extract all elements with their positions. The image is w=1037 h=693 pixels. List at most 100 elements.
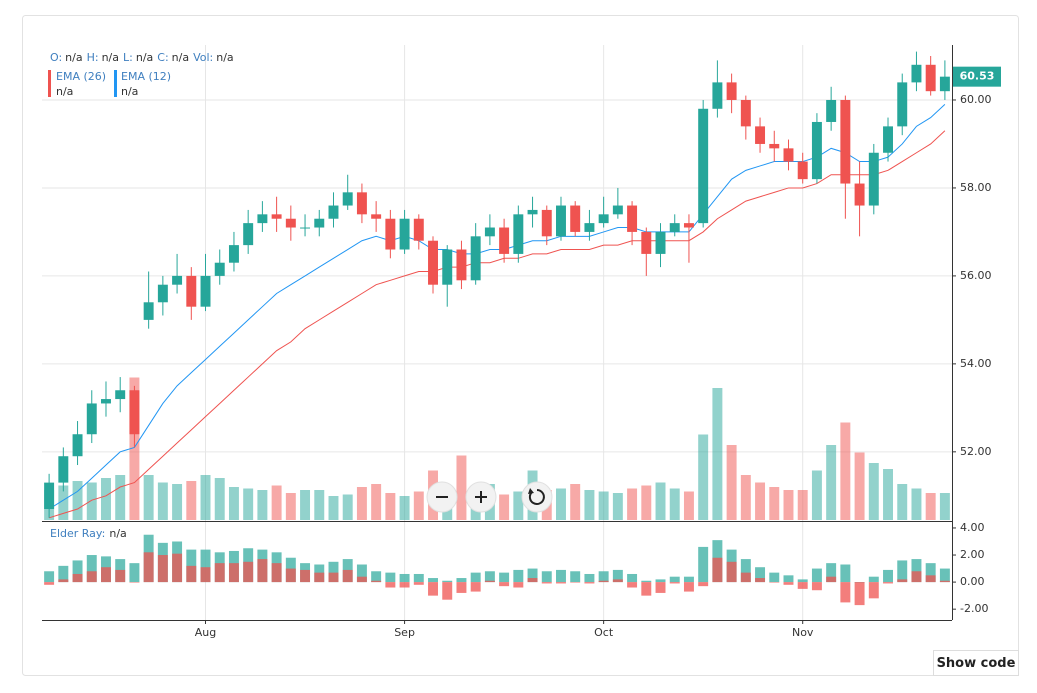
- elder-bull-bar: [641, 580, 652, 583]
- volume-bar: [172, 484, 183, 520]
- elder-bear-bar: [499, 582, 510, 587]
- elder-bear-bar: [300, 569, 311, 583]
- candle-body: [371, 214, 382, 219]
- candle-body: [584, 223, 595, 232]
- volume-bar: [143, 475, 154, 520]
- candle-body: [740, 99, 751, 127]
- candle-body: [655, 231, 666, 254]
- elder-bull-bar: [527, 568, 538, 583]
- elder-bull-bar: [925, 563, 936, 583]
- candle-body: [868, 152, 879, 206]
- volume-bar: [826, 445, 837, 520]
- candle-body: [214, 262, 225, 276]
- elder-bear-bar: [484, 580, 495, 583]
- elder-bear-bar: [399, 582, 410, 588]
- elder-bull-bar: [385, 572, 396, 583]
- ema-line: [48, 104, 946, 510]
- volume-bar: [669, 488, 680, 520]
- volume-bar: [783, 490, 794, 520]
- elder-bull-bar: [740, 559, 751, 583]
- elder-bear-bar: [86, 571, 97, 583]
- volume-bar: [58, 485, 69, 520]
- candle-body: [854, 183, 865, 206]
- volume-bar: [356, 487, 367, 520]
- elder-bull-bar: [328, 561, 339, 583]
- y-tick-label: 52.00: [960, 445, 992, 458]
- candle-body: [797, 161, 808, 180]
- candle-body: [683, 223, 694, 228]
- elder-bear-bar: [783, 582, 794, 585]
- zoom-in-button[interactable]: [465, 481, 497, 513]
- elder-bull-bar: [44, 571, 55, 583]
- volume-bar: [513, 491, 524, 520]
- reset-button[interactable]: [521, 481, 553, 513]
- elder-bear-bar: [172, 553, 183, 583]
- show-code-button[interactable]: Show code: [933, 650, 1019, 676]
- y-tick-label: 56.00: [960, 269, 992, 282]
- candle-body: [541, 209, 552, 237]
- elder-bull-bar: [939, 568, 950, 583]
- candle-body: [883, 126, 893, 153]
- elder-bear-bar: [143, 552, 154, 583]
- elder-bear-bar: [413, 582, 424, 585]
- elder-bear-bar: [356, 576, 367, 583]
- elder-bull-bar: [570, 571, 581, 583]
- elder-bull-bar: [868, 576, 879, 583]
- elder-bear-bar: [627, 582, 638, 588]
- volume-bar: [328, 496, 339, 520]
- elder-bull-bar: [200, 549, 211, 583]
- ema-line: [48, 130, 946, 519]
- volume-bar: [157, 482, 168, 520]
- candle-body: [570, 205, 581, 232]
- candle-body: [627, 205, 638, 232]
- candle-body: [243, 223, 254, 246]
- legend-field: L:: [123, 51, 133, 64]
- candle-body: [499, 227, 510, 254]
- elder-bear-bar: [868, 582, 879, 599]
- volume-bar: [115, 475, 126, 520]
- elder-bear-bar: [456, 582, 467, 593]
- elder-bear-bar: [527, 578, 538, 583]
- volume-bar: [228, 487, 239, 520]
- candle-body: [641, 231, 652, 254]
- elder-bull-bar: [627, 573, 638, 583]
- elder-bear-bar: [186, 565, 197, 583]
- volume-bar: [840, 422, 851, 520]
- candle-body: [413, 218, 424, 241]
- axes: 52.00 54.00 56.00 58.00 60.00 -2.00 0.00 2.00 4.…: [195, 66, 1001, 639]
- candle-body: [314, 218, 325, 228]
- elder-bear-bar: [214, 563, 225, 583]
- elder-bull-bar: [413, 573, 424, 583]
- zoom-out-button[interactable]: [426, 481, 458, 513]
- volume-bar: [371, 484, 382, 520]
- candle-body: [271, 214, 282, 219]
- elder-bear-bar: [641, 582, 652, 596]
- volume-bar: [683, 491, 694, 520]
- elder-bear-bar: [598, 580, 609, 583]
- volume-bar: [726, 445, 737, 520]
- candle-body: [769, 143, 780, 149]
- candle-body: [399, 218, 410, 250]
- elder-bull-bar: [371, 571, 382, 583]
- candle-body: [157, 284, 168, 303]
- elder-bull-bar: [72, 560, 83, 583]
- volume-bar: [570, 484, 581, 520]
- elder-bull-bar: [669, 576, 680, 583]
- candle-body: [257, 214, 268, 224]
- legend-value: n/a: [56, 85, 73, 98]
- elder-bull-bar: [655, 579, 666, 583]
- volume-bar: [868, 463, 879, 520]
- elder-bear-bar: [371, 580, 382, 583]
- candle-body: [385, 218, 396, 250]
- volume-bar: [627, 488, 638, 520]
- volume-bar: [556, 488, 566, 520]
- elder-bull-bar: [840, 564, 851, 583]
- x-tick-label: Aug: [195, 626, 216, 639]
- candle-body: [755, 126, 766, 144]
- indicator-tick-label: 4.00: [960, 521, 985, 534]
- last-price-box: [953, 66, 1001, 87]
- elder-bull-bar: [541, 571, 552, 583]
- elder-bull-bar: [399, 573, 410, 583]
